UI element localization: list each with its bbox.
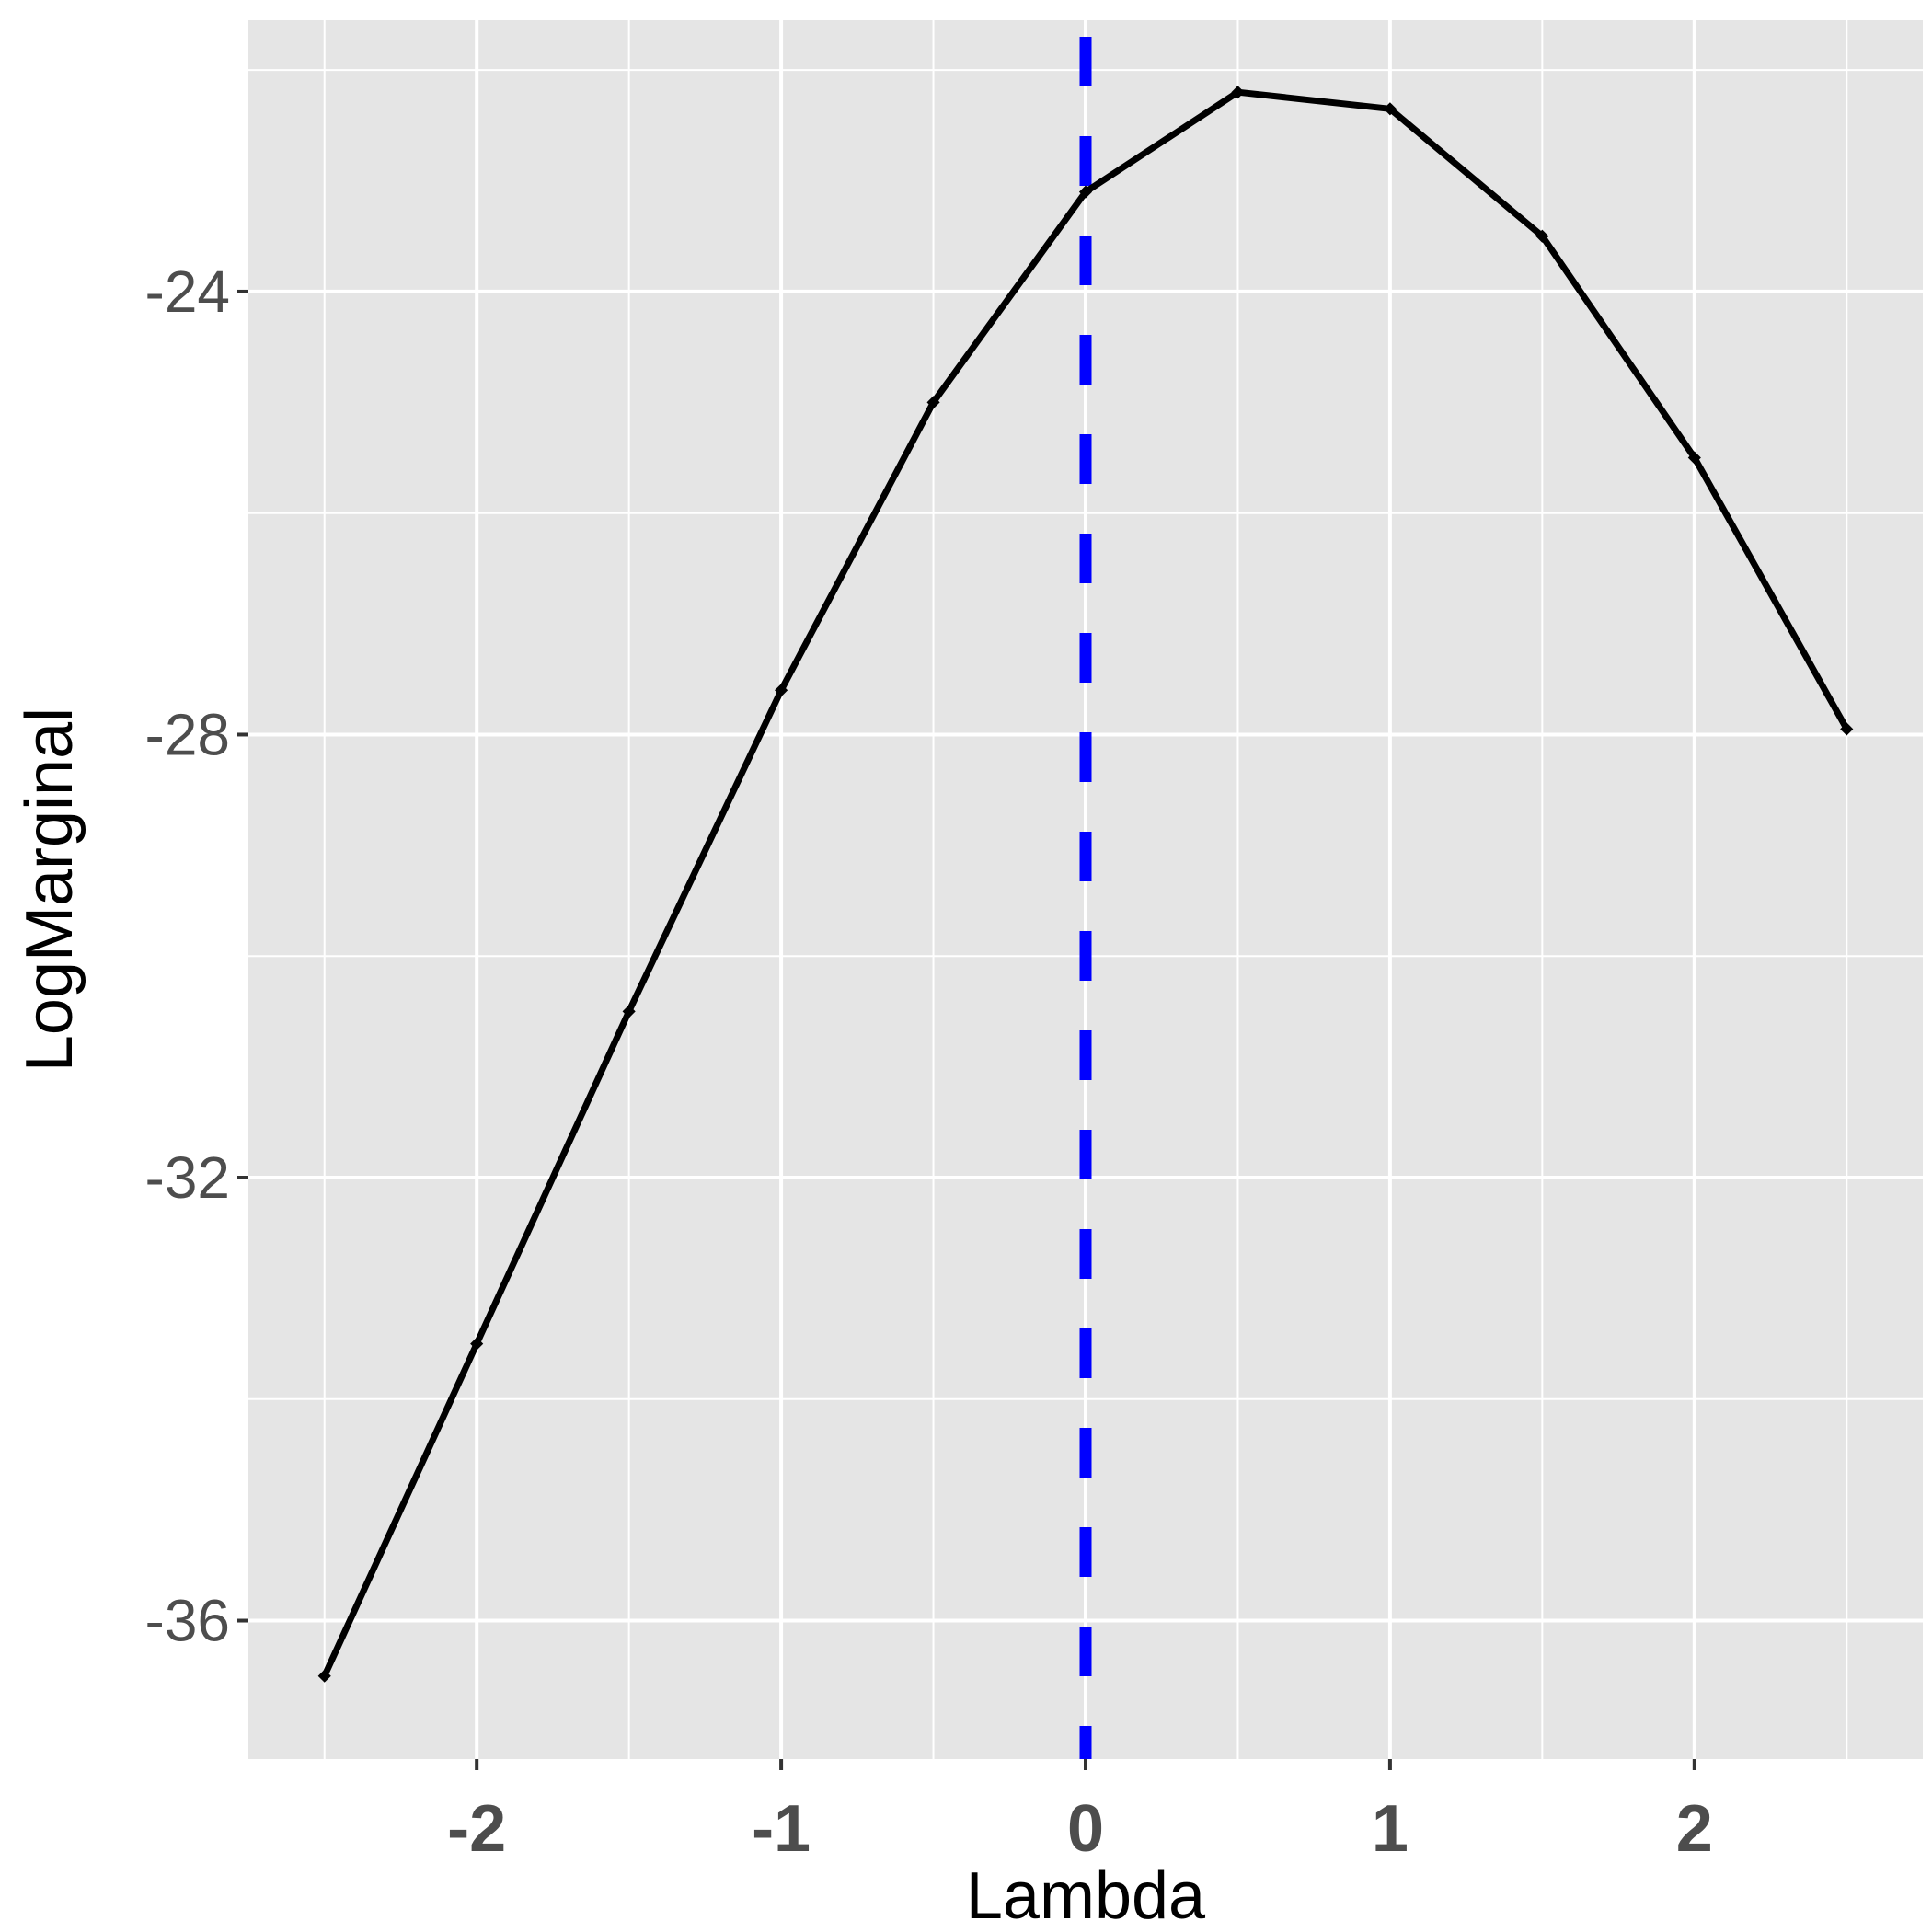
x-axis: -2 -1 0 1 2 <box>447 1759 1713 1866</box>
data-point <box>775 684 788 697</box>
x-tick-label: 1 <box>1372 1792 1409 1866</box>
data-point <box>1535 229 1549 243</box>
data-point <box>926 396 940 409</box>
data-point <box>470 1337 484 1351</box>
data-point <box>1078 185 1093 199</box>
x-tick-label: -1 <box>752 1792 811 1866</box>
y-tick-label: -24 <box>145 259 231 325</box>
data-point <box>317 1669 331 1683</box>
grid-major <box>248 20 1923 1759</box>
data-point <box>622 1005 636 1018</box>
y-tick-label: -28 <box>145 701 231 767</box>
x-tick-label: 0 <box>1067 1792 1104 1866</box>
data-point <box>1687 451 1701 465</box>
x-axis-title: Lambda <box>966 1859 1206 1932</box>
x-tick-label: -2 <box>447 1792 506 1866</box>
x-tick-label: 2 <box>1676 1792 1713 1866</box>
series-layer <box>317 86 1854 1683</box>
data-point <box>1383 102 1397 116</box>
y-tick-label: -36 <box>145 1588 231 1654</box>
y-tick-label: -32 <box>145 1144 231 1211</box>
data-point <box>1840 722 1854 736</box>
y-axis-title: LogMarginal <box>13 707 86 1072</box>
data-point <box>1231 86 1245 99</box>
y-axis: -24 -28 -32 -36 <box>145 259 248 1654</box>
